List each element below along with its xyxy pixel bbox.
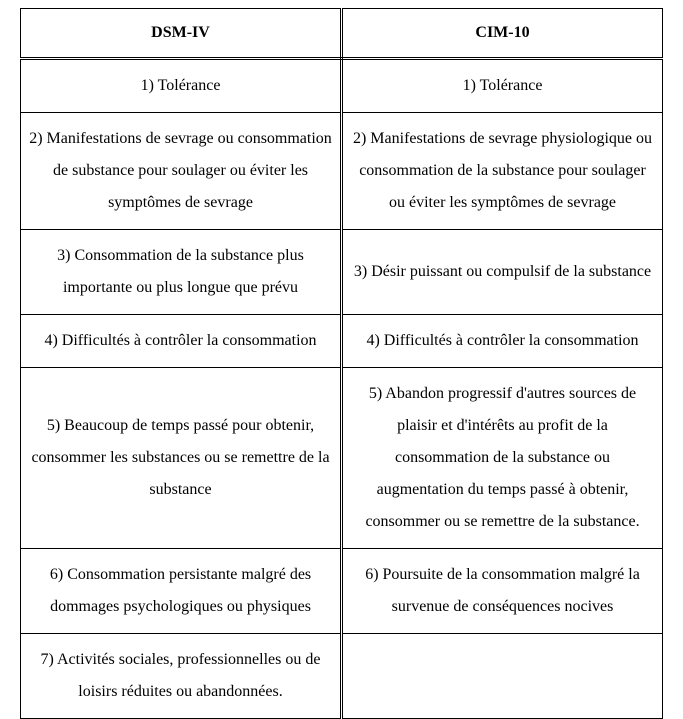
table-row: 7) Activités sociales, professionnelles …	[21, 634, 663, 719]
table-header-row: DSM-IV CIM-10	[21, 9, 663, 59]
table-row: 1) Tolérance 1) Tolérance	[21, 59, 663, 113]
cell-dsm: 5) Beaucoup de temps passé pour obtenir,…	[21, 368, 342, 549]
cell-dsm: 3) Consommation de la substance plus imp…	[21, 230, 342, 315]
cell-cim: 5) Abandon progressif d'autres sources d…	[342, 368, 663, 549]
cell-cim: 4) Difficultés à contrôler la consommati…	[342, 315, 663, 368]
cell-cim	[342, 634, 663, 719]
cell-dsm: 2) Manifestations de sevrage ou consomma…	[21, 113, 342, 230]
cell-dsm: 7) Activités sociales, professionnelles …	[21, 634, 342, 719]
col-header-cim: CIM-10	[342, 9, 663, 59]
cell-cim: 2) Manifestations de sevrage physiologiq…	[342, 113, 663, 230]
table-row: 5) Beaucoup de temps passé pour obtenir,…	[21, 368, 663, 549]
table-row: 4) Difficultés à contrôler la consommati…	[21, 315, 663, 368]
cell-dsm: 4) Difficultés à contrôler la consommati…	[21, 315, 342, 368]
cell-cim: 3) Désir puissant ou compulsif de la sub…	[342, 230, 663, 315]
cell-cim: 6) Poursuite de la consommation malgré l…	[342, 549, 663, 634]
cell-cim: 1) Tolérance	[342, 59, 663, 113]
table-row: 2) Manifestations de sevrage ou consomma…	[21, 113, 663, 230]
col-header-dsm: DSM-IV	[21, 9, 342, 59]
comparison-table: DSM-IV CIM-10 1) Tolérance 1) Tolérance …	[20, 8, 663, 719]
cell-dsm: 1) Tolérance	[21, 59, 342, 113]
table-row: 3) Consommation de la substance plus imp…	[21, 230, 663, 315]
table-row: 6) Consommation persistante malgré des d…	[21, 549, 663, 634]
cell-dsm: 6) Consommation persistante malgré des d…	[21, 549, 342, 634]
